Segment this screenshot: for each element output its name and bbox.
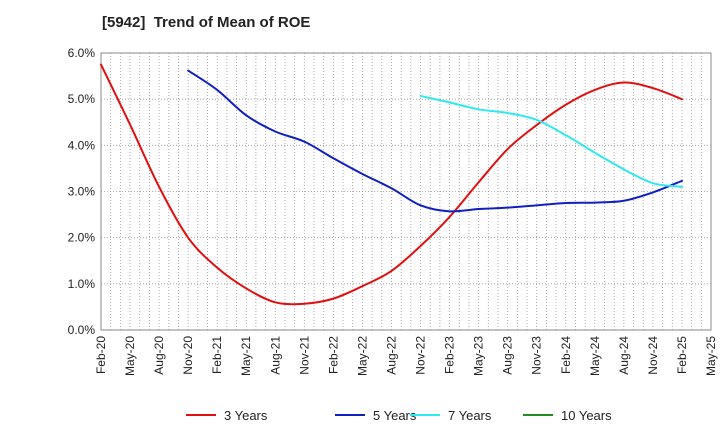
x-tick-label: May-23 <box>472 336 486 376</box>
x-tick-label: Feb-21 <box>210 336 224 374</box>
series-line-1 <box>100 63 683 306</box>
x-tick-label: Aug-23 <box>501 336 515 375</box>
chart-title: [5942] Trend of Mean of ROE <box>102 14 311 31</box>
x-tick-label: May-21 <box>239 336 253 376</box>
legend-label-4: 10 Years <box>561 408 612 423</box>
y-tick-label: 4.0% <box>68 138 96 152</box>
x-tick-label: Nov-22 <box>414 336 428 375</box>
x-tick-label: Nov-23 <box>530 336 544 375</box>
legend-label-3: 7 Years <box>448 408 492 423</box>
x-tick-label: Feb-23 <box>443 336 457 374</box>
x-tick-label: Aug-22 <box>384 336 398 375</box>
x-tick-label: May-24 <box>588 336 602 376</box>
y-tick-label: 2.0% <box>68 231 96 245</box>
x-tick-label: Feb-22 <box>326 336 340 374</box>
y-tick-label: 5.0% <box>68 92 96 106</box>
x-tick-label: Feb-25 <box>675 336 689 374</box>
x-tick-label: May-25 <box>704 336 718 376</box>
x-tick-label: Feb-20 <box>94 336 108 374</box>
x-tick-label: Aug-21 <box>268 336 282 375</box>
legend-label-2: 5 Years <box>373 408 417 423</box>
plot-area <box>101 53 711 330</box>
x-tick-label: Aug-24 <box>617 336 631 375</box>
x-tick-label: Nov-24 <box>646 336 660 375</box>
x-tick-label: Aug-20 <box>152 336 166 375</box>
y-tick-label: 3.0% <box>68 185 96 199</box>
y-tick-label: 6.0% <box>68 46 96 60</box>
x-tick-label: Feb-24 <box>559 336 573 374</box>
y-tick-label: 1.0% <box>68 277 96 291</box>
x-tick-label: Nov-20 <box>181 336 195 375</box>
series-line-3 <box>419 94 683 188</box>
x-tick-label: Nov-21 <box>297 336 311 375</box>
y-tick-label: 0.0% <box>68 323 96 337</box>
x-tick-label: May-22 <box>355 336 369 376</box>
series-line-2 <box>187 69 683 213</box>
plot-border <box>100 52 712 331</box>
legend-label-1: 3 Years <box>224 408 268 423</box>
x-tick-label: May-20 <box>123 336 137 376</box>
